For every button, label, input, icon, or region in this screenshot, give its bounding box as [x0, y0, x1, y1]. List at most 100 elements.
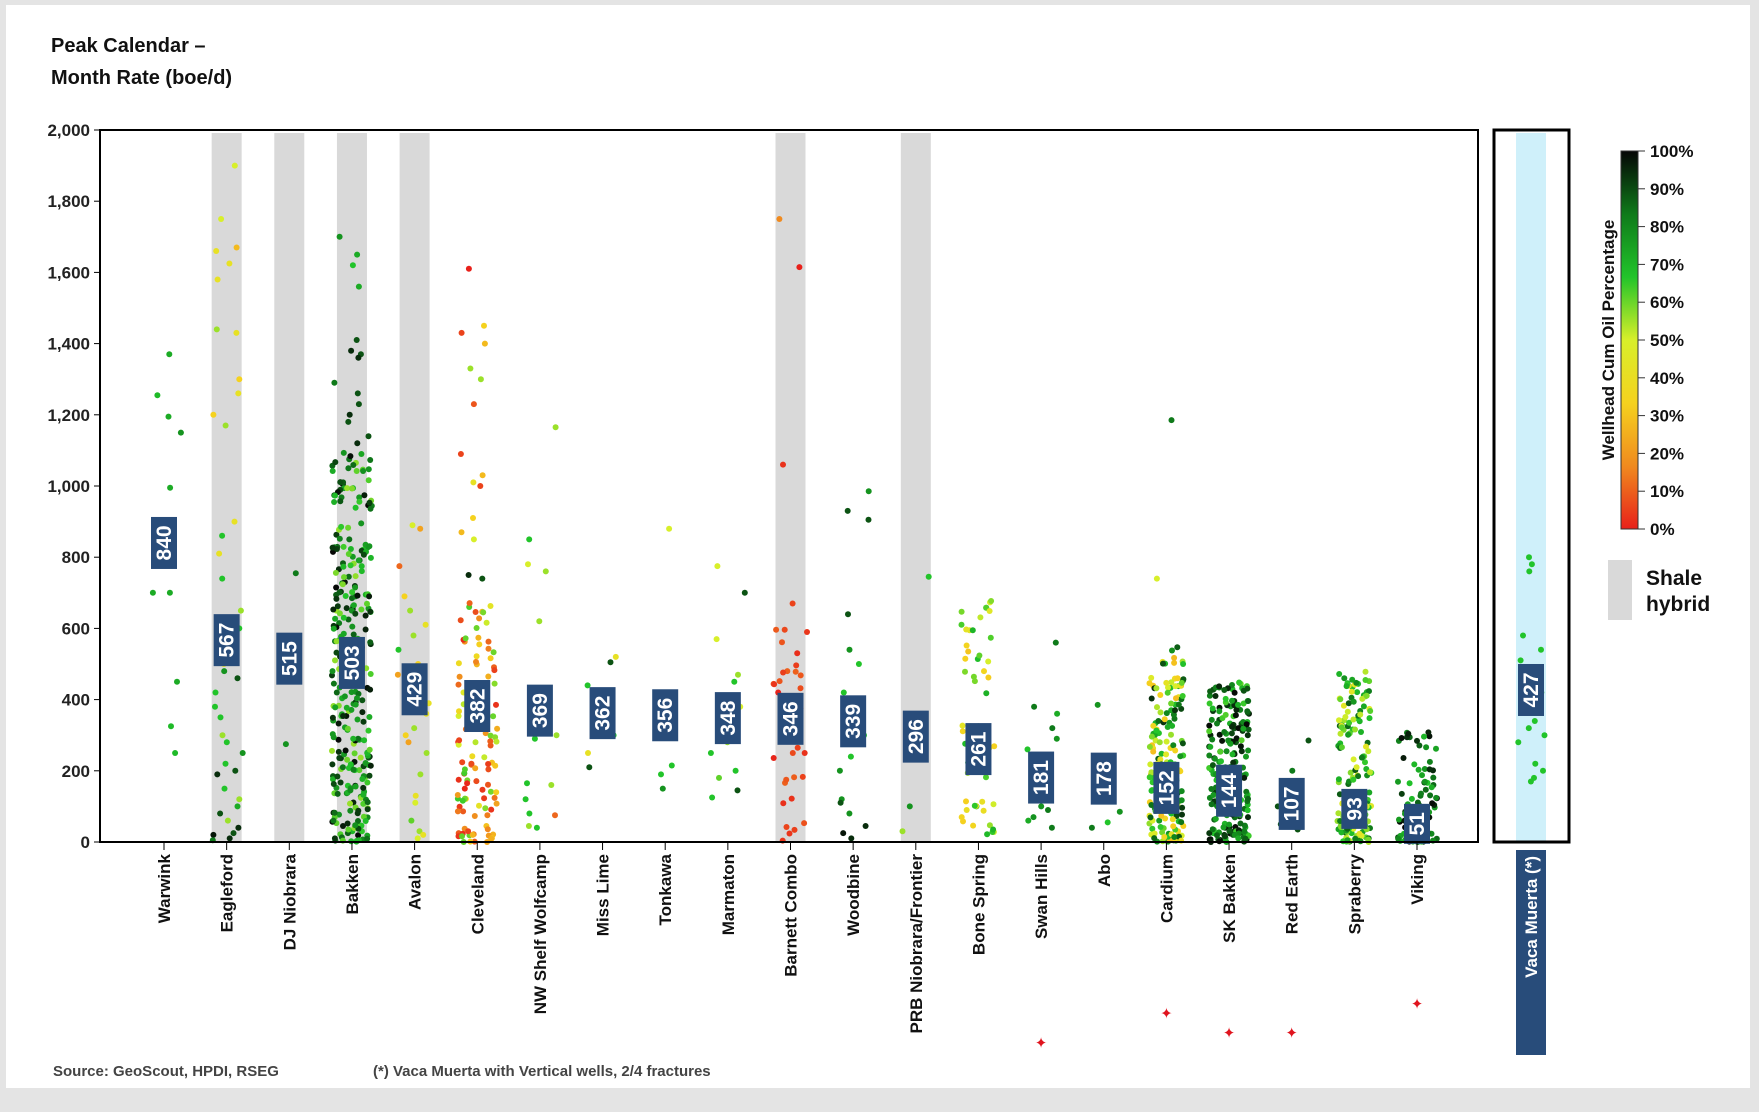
data-point	[1422, 786, 1429, 793]
median-label: 369	[529, 693, 552, 728]
data-point	[1335, 776, 1342, 783]
data-point	[149, 589, 156, 596]
data-point	[166, 351, 173, 358]
data-point	[360, 791, 367, 798]
median-label-box	[1090, 752, 1117, 805]
data-point	[1421, 733, 1427, 740]
data-point	[659, 785, 666, 792]
data-point	[329, 714, 336, 721]
data-point	[346, 411, 353, 418]
y-tick-label: 800	[62, 548, 90, 567]
data-point	[804, 629, 810, 635]
data-point	[801, 820, 808, 827]
data-point	[1208, 716, 1215, 723]
colorbar: Wellhead Cum Oil Percentage 0% 10% 20% 30% 4…	[1599, 142, 1693, 539]
data-point	[536, 618, 543, 625]
data-point	[329, 668, 336, 675]
data-point	[1241, 828, 1248, 834]
data-point	[172, 750, 179, 756]
data-point	[217, 714, 224, 721]
data-point	[481, 754, 488, 761]
data-point	[1146, 680, 1153, 687]
data-point	[352, 610, 359, 617]
data-point	[848, 835, 855, 842]
data-point	[1178, 679, 1185, 686]
data-point	[1423, 744, 1430, 751]
data-point	[466, 600, 473, 607]
data-point	[333, 638, 340, 645]
canada-marker-icon: ✦	[1223, 1024, 1236, 1042]
data-point	[167, 484, 174, 491]
colorbar-tick-label: 0%	[1650, 520, 1675, 539]
data-point	[1345, 700, 1352, 707]
data-point	[417, 771, 424, 778]
data-point	[467, 365, 474, 372]
data-point	[471, 813, 478, 819]
data-point	[1146, 774, 1153, 781]
data-point	[358, 520, 365, 527]
median-label-box	[151, 516, 177, 569]
data-point	[336, 755, 343, 761]
data-point	[222, 760, 229, 767]
data-point	[1172, 683, 1179, 690]
data-point	[1104, 819, 1111, 826]
data-point	[166, 589, 173, 596]
data-point	[1411, 761, 1418, 768]
data-point	[329, 761, 336, 768]
data-point	[473, 658, 479, 665]
data-point	[366, 499, 373, 506]
data-point	[707, 750, 714, 756]
data-point	[458, 529, 465, 536]
median-label-box	[338, 636, 365, 689]
data-point	[353, 337, 360, 343]
data-point	[1353, 679, 1360, 686]
category-label: Cleveland	[468, 854, 487, 934]
data-point	[1398, 790, 1405, 797]
data-point	[1150, 722, 1157, 729]
colorbar-tick-label: 90%	[1650, 180, 1684, 199]
data-point	[491, 680, 498, 687]
data-point	[801, 750, 808, 756]
median-label-box	[1216, 764, 1243, 817]
data-point	[367, 686, 374, 693]
data-point	[412, 792, 419, 799]
data-point	[1030, 814, 1037, 821]
data-point	[837, 799, 844, 806]
data-point	[366, 772, 373, 779]
data-point	[346, 536, 353, 543]
category-label: Tonkawa	[656, 853, 675, 925]
data-point	[786, 830, 793, 837]
data-point	[333, 531, 340, 538]
data-point	[355, 401, 362, 408]
data-point	[1157, 756, 1164, 763]
data-point	[476, 802, 482, 809]
data-point	[472, 739, 479, 746]
category-label: Abo	[1095, 854, 1114, 887]
inset-median-label-box	[1518, 663, 1544, 716]
data-point	[423, 750, 430, 756]
data-point	[980, 807, 987, 814]
data-point	[1156, 739, 1163, 746]
data-point	[214, 276, 221, 283]
data-point	[352, 783, 359, 790]
data-point	[343, 704, 350, 711]
data-point	[1362, 759, 1368, 766]
data-point	[1219, 737, 1226, 744]
data-point	[963, 626, 970, 633]
data-point	[977, 614, 984, 621]
median-label: 382	[466, 688, 489, 723]
data-point	[1163, 710, 1170, 717]
inset-data-point	[1541, 732, 1548, 739]
data-point	[483, 619, 490, 626]
data-point	[485, 766, 492, 773]
data-point	[1212, 693, 1219, 699]
data-point	[223, 739, 230, 746]
data-point	[456, 673, 463, 680]
data-point	[411, 725, 418, 732]
data-point	[1229, 682, 1235, 688]
median-label-box	[902, 710, 929, 763]
colorbar-tick-label: 40%	[1650, 369, 1684, 388]
data-point	[1173, 695, 1179, 702]
median-label: 346	[780, 701, 803, 736]
